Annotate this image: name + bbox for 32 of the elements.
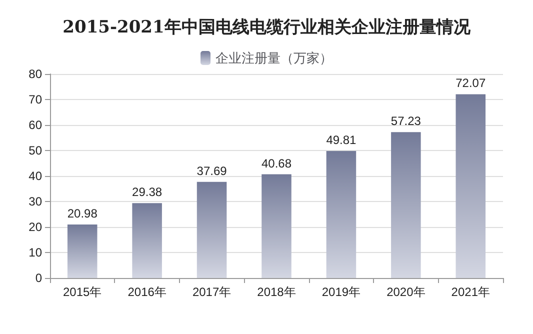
y-tick-label: 70 <box>28 92 42 106</box>
x-tick-label: 2019年 <box>322 285 361 299</box>
data-label: 29.38 <box>132 185 162 200</box>
bar <box>67 224 98 278</box>
chart-title: 2015-2021年中国电线电缆行业相关企业注册量情况 <box>62 18 472 38</box>
legend-label: 企业注册量（万家） <box>216 50 332 66</box>
data-label: 72.07 <box>456 76 486 90</box>
bar <box>262 174 292 278</box>
x-tick-label: 2015年 <box>63 285 102 299</box>
data-label: 57.23 <box>390 114 422 128</box>
y-tick-label: 80 <box>28 67 42 81</box>
data-label: 20.98 <box>67 206 98 220</box>
x-tick-label: 2017年 <box>192 285 232 299</box>
bar <box>132 203 162 278</box>
x-tick-label: 2020年 <box>386 285 426 299</box>
bar <box>456 94 486 278</box>
y-tick-label: 60 <box>28 118 42 132</box>
y-tick-label: 20 <box>28 220 42 234</box>
data-label: 40.68 <box>261 156 292 170</box>
bar <box>326 150 356 278</box>
y-tick-label: 50 <box>28 144 42 158</box>
x-tick-label: 2018年 <box>257 285 296 299</box>
y-tick-label: 0 <box>35 271 42 285</box>
y-tick-label: 10 <box>28 246 42 260</box>
data-label: 49.81 <box>326 132 357 147</box>
x-tick-label: 2016年 <box>128 285 166 299</box>
y-tick-label: 40 <box>28 169 42 183</box>
x-tick-label: 2021年 <box>451 285 490 299</box>
y-tick-label: 30 <box>28 194 42 208</box>
bar <box>391 132 421 278</box>
data-label: 37.69 <box>196 164 228 178</box>
bar <box>196 182 227 278</box>
